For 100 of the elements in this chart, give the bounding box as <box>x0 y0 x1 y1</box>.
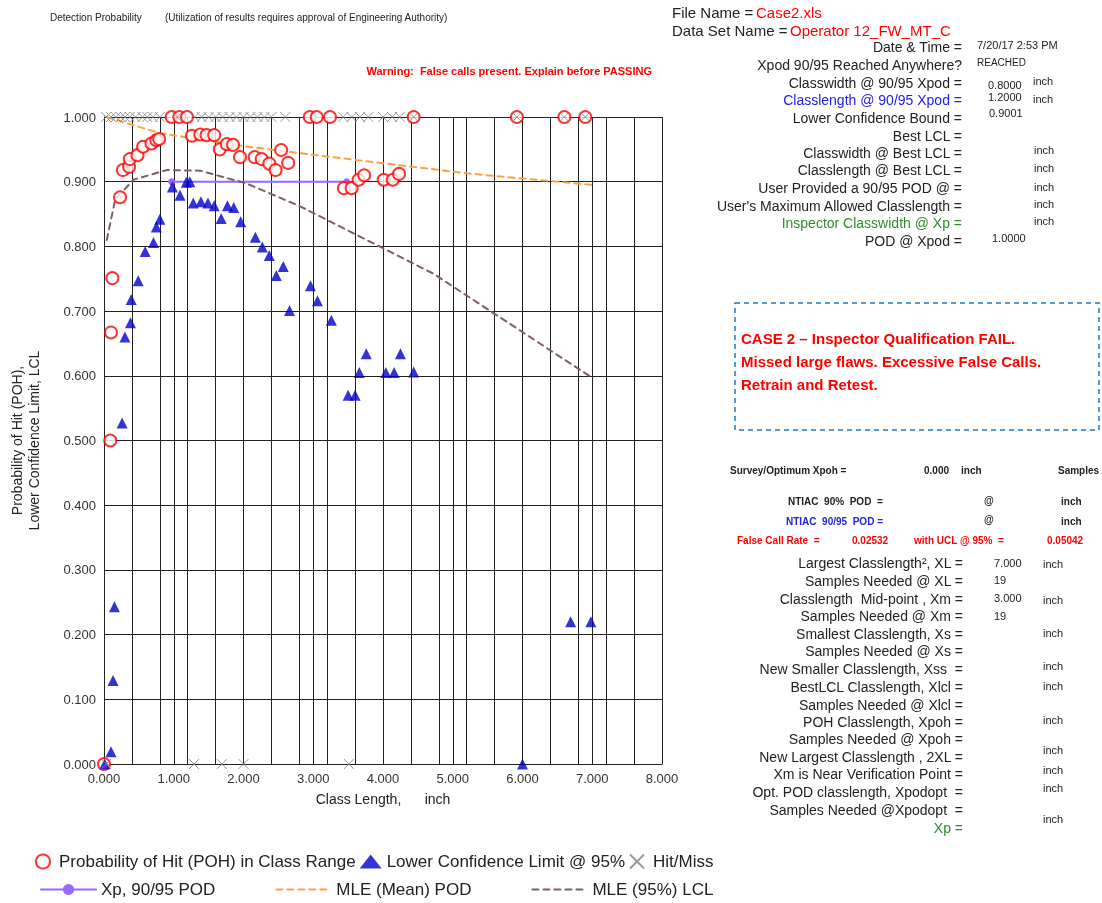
text: Classwidth @ Best LCL = <box>803 145 962 161</box>
text: Smallest Classlength, Xs = <box>796 626 963 642</box>
legend-label: MLE (Mean) POD <box>336 880 472 899</box>
chart-title: Detection Probability <box>50 11 142 23</box>
x-tick-label: 2.000 <box>227 771 260 786</box>
x-axis-title: Class Length, inch <box>315 790 451 807</box>
text: False Call Rate = <box>737 534 820 546</box>
y-tick-label: 0.300 <box>63 562 96 578</box>
text: inch <box>1061 515 1082 527</box>
text: New Largest Classlength , 2XL = <box>759 749 963 765</box>
legend-label: Xp, 90/95 POD <box>101 880 216 899</box>
text: 7.000 <box>994 557 1022 569</box>
text: Lower Confidence Bound = <box>792 110 962 126</box>
x-tick-label: 5.000 <box>436 771 470 786</box>
text: inch <box>1043 744 1064 756</box>
chart-subtitle: (Utilization of results requires approval of Engineering Authority) <box>165 11 448 23</box>
text: inch <box>1034 144 1055 156</box>
text: Samples Needed @ Xpoh = <box>788 731 963 747</box>
y-tick-label: 0.600 <box>63 368 96 384</box>
text: Operator 12_FW_MT_C <box>790 21 952 39</box>
text: Survey/Optimum Xpoh = <box>730 464 847 476</box>
text: POH Classlength, Xpoh = <box>803 714 963 730</box>
text: User Provided a 90/95 POD @ = <box>758 180 962 196</box>
y-tick-label: 0.400 <box>63 497 96 513</box>
legend-label: Probability of Hit (POH) in Class Range <box>59 852 356 871</box>
x-tick-label: 0.000 <box>87 771 121 786</box>
text: inch <box>1043 813 1064 825</box>
text: 1.2000 <box>988 91 1022 103</box>
text: 1.0000 <box>992 232 1026 244</box>
legend-label: MLE (95%) LCL <box>592 880 714 899</box>
text: Samples Needed @ XL = <box>804 573 963 589</box>
x-tick-label: 6.000 <box>506 771 539 786</box>
legend-label: Lower Confidence Limit @ 95% <box>386 852 626 871</box>
text: Xpod 90/95 Reached Anywhere? <box>757 57 963 73</box>
x-tick-label: 8.000 <box>645 771 679 786</box>
text: Samples Needed @ Xlcl = <box>798 697 963 713</box>
text: inch <box>1033 93 1054 105</box>
text: User's Maximum Allowed Classlength = <box>716 198 962 214</box>
text: inch <box>1043 714 1064 726</box>
x-tick-label: 3.000 <box>296 771 330 786</box>
text: Samples Needed @ Xs = <box>805 643 963 659</box>
text: inch <box>1043 764 1064 776</box>
text: Largest Classlength², XL = <box>798 555 963 571</box>
text: Classlength @ 90/95 Xpod = <box>783 92 962 108</box>
text: Classwidth @ 90/95 Xpod = <box>788 75 962 91</box>
text: Classlength @ Best LCL = <box>797 162 962 178</box>
x-tick-label: 4.000 <box>366 771 400 786</box>
text: Warning: False calls present. Explain before PASSING <box>366 65 652 77</box>
text: @ <box>984 513 994 525</box>
text: inch <box>1061 495 1082 507</box>
text: 7/20/17 2:53 PM <box>977 39 1058 51</box>
text: inch <box>1043 594 1064 606</box>
text: 19 <box>994 574 1007 586</box>
text: Opt. POD classlength, Xpodopt = <box>752 784 963 800</box>
text: inch <box>961 464 982 476</box>
text: inch <box>1043 558 1064 570</box>
y-tick-label: 0.800 <box>63 238 96 254</box>
text: inch <box>1033 75 1054 87</box>
text: Xm is Near Verification Point = <box>773 766 963 782</box>
y-tick-label: 0.700 <box>63 303 96 319</box>
text: inch <box>1034 181 1055 193</box>
y-tick-label: 0.000 <box>63 756 96 772</box>
text: Case2.xls <box>756 3 822 21</box>
text: inch <box>1043 627 1064 639</box>
text: Inspector Classwidth @ Xp = <box>781 215 962 231</box>
text: REACHED <box>977 56 1026 68</box>
y-axis-title: Probability of Hit (POH), Lower Confidence Limit, LCL <box>8 350 42 531</box>
y-tick-label: 1.000 <box>63 109 96 125</box>
text: 0.8000 <box>988 79 1022 91</box>
text: Classlength Mid-point , Xm = <box>779 591 963 607</box>
text: Date & Time = <box>872 39 962 55</box>
text: BestLCL Classlength, Xlcl = <box>790 679 963 695</box>
text: 0.9001 <box>989 107 1023 119</box>
text: 19 <box>994 610 1007 622</box>
text: 0.05042 <box>1047 534 1084 546</box>
y-tick-label: 0.500 <box>63 433 96 448</box>
text: CASE 2 – Inspector Qualification FAIL. Missed large flaws. Excessive False Calls. Retrain and Retest. <box>741 330 1046 393</box>
y-tick-label: 0.900 <box>63 174 96 190</box>
text: NTIAC 90/95 POD = <box>786 515 884 527</box>
text: with UCL @ 95% = <box>913 534 1005 546</box>
text: 0.02532 <box>852 534 889 546</box>
text: 3.000 <box>994 592 1022 604</box>
y-tick-label: 0.200 <box>63 627 96 643</box>
text: NTIAC 90% POD = <box>788 495 883 507</box>
text: New Smaller Classlength, Xss = <box>759 661 963 677</box>
text: inch <box>1043 680 1064 692</box>
text: inch <box>1034 162 1055 174</box>
text: inch <box>1043 782 1064 794</box>
text: Samples Needed @Xpodopt = <box>769 802 963 818</box>
text: @ <box>984 494 994 506</box>
text: inch <box>1043 660 1064 672</box>
text: POD @ Xpod = <box>864 233 962 249</box>
text: Samples Needed @ Xm = <box>800 608 963 624</box>
text: inch <box>1034 198 1055 210</box>
text: Xp = <box>933 820 963 836</box>
text: Best LCL = <box>892 128 962 144</box>
text: 0.000 <box>924 464 950 476</box>
x-tick-label: 7.000 <box>575 771 609 786</box>
y-tick-label: 0.100 <box>63 691 96 707</box>
x-tick-label: 1.000 <box>157 771 191 786</box>
